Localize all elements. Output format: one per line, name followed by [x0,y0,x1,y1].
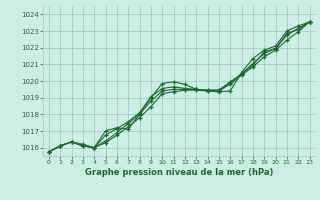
X-axis label: Graphe pression niveau de la mer (hPa): Graphe pression niveau de la mer (hPa) [85,168,273,177]
